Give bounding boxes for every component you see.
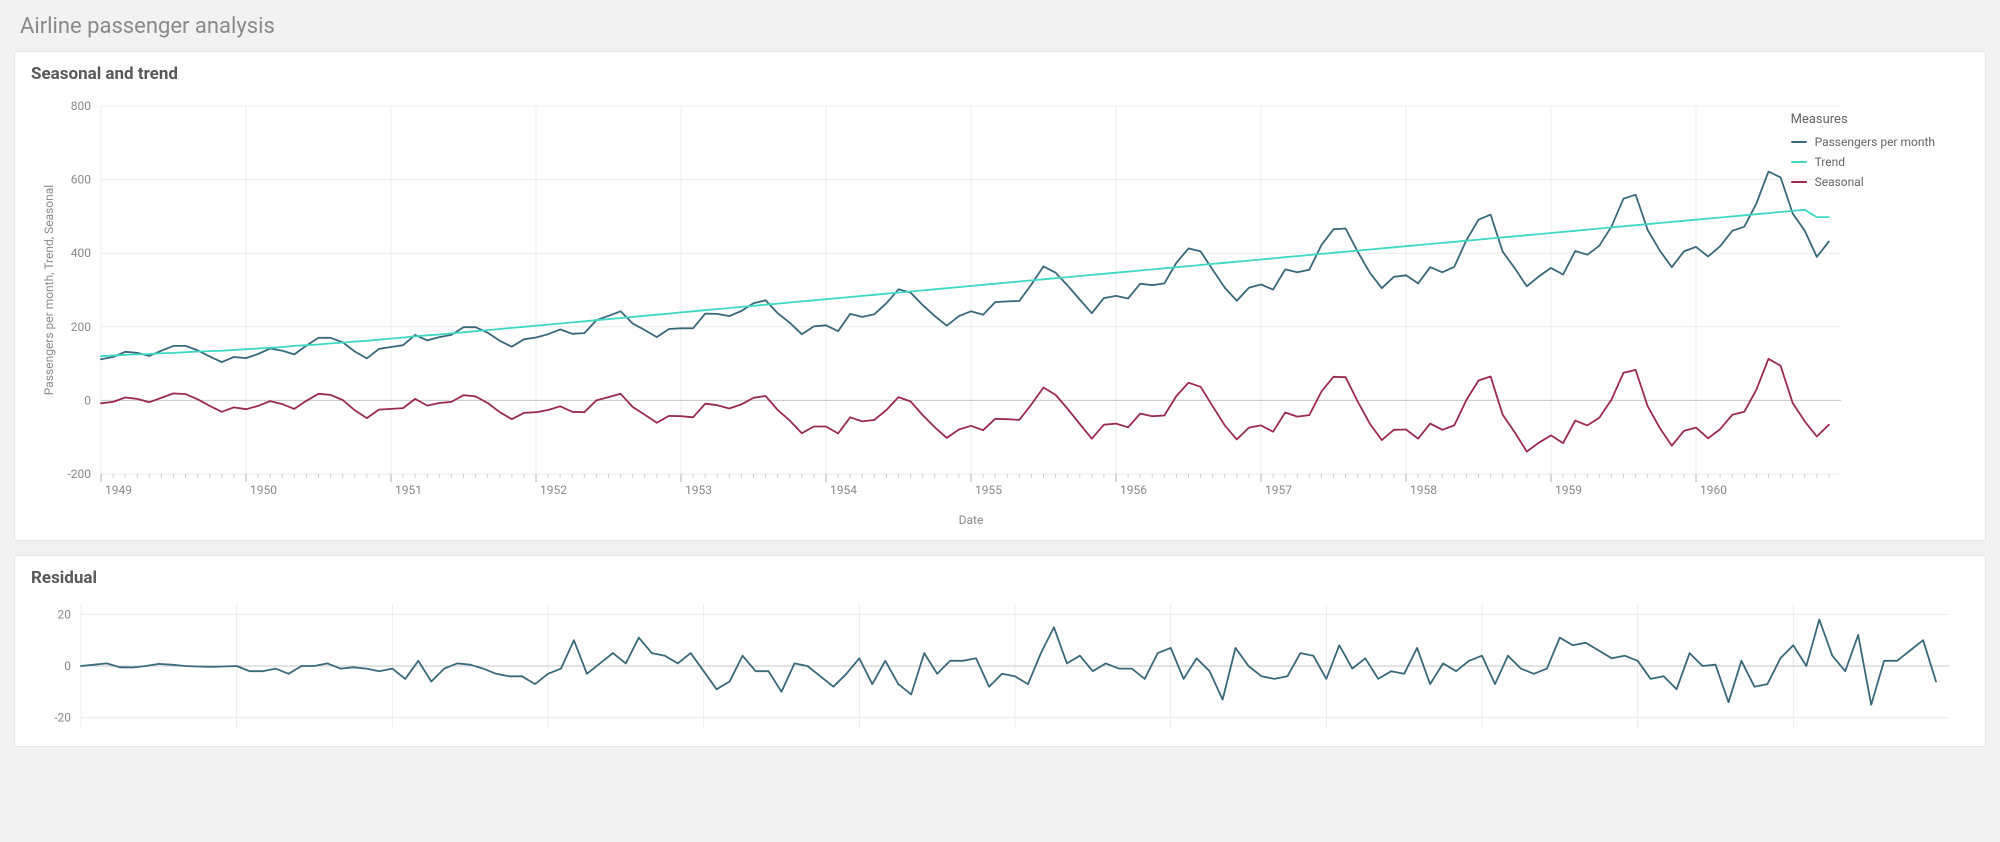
svg-text:600: 600 (71, 173, 91, 187)
legend-swatch-seasonal (1791, 181, 1807, 183)
svg-text:-200: -200 (67, 467, 91, 481)
chart1-svg: -200 0 200 400 600 800 Passengers per month, T… (31, 92, 1971, 530)
svg-text:1959: 1959 (1555, 483, 1582, 497)
chart2-svg: -20 0 20 (31, 596, 1971, 736)
svg-text:1953: 1953 (685, 483, 712, 497)
legend-swatch-trend (1791, 161, 1807, 163)
svg-text:1951: 1951 (395, 483, 422, 497)
svg-text:Date: Date (959, 513, 984, 527)
svg-text:1952: 1952 (540, 483, 567, 497)
dashboard: Airline passenger analysis Seasonal and … (0, 0, 2000, 775)
svg-text:0: 0 (64, 659, 71, 673)
svg-text:200: 200 (71, 320, 91, 334)
dashboard-title: Airline passenger analysis (14, 0, 1986, 51)
svg-text:1956: 1956 (1120, 483, 1147, 497)
svg-text:Passengers per month, Trend, S: Passengers per month, Trend, Seasonal (42, 185, 56, 395)
svg-text:1955: 1955 (975, 483, 1002, 497)
legend-item-seasonal[interactable]: Seasonal (1791, 175, 1935, 189)
panel-seasonal-trend: Seasonal and trend -200 0 200 400 600 800 Pass… (14, 51, 1986, 541)
chart1-legend: Measures Passengers per month Trend Seas… (1791, 112, 1935, 195)
legend-swatch-passengers (1791, 141, 1807, 143)
svg-text:1954: 1954 (830, 483, 857, 497)
svg-text:1950: 1950 (250, 483, 277, 497)
legend-label-passengers: Passengers per month (1815, 135, 1935, 149)
legend-item-passengers[interactable]: Passengers per month (1791, 135, 1935, 149)
chart1-title: Seasonal and trend (31, 64, 1969, 84)
svg-text:1958: 1958 (1410, 483, 1437, 497)
chart2-title: Residual (31, 568, 1969, 588)
svg-text:400: 400 (71, 246, 91, 260)
svg-text:1960: 1960 (1700, 483, 1727, 497)
svg-text:1949: 1949 (105, 483, 132, 497)
svg-text:20: 20 (58, 607, 72, 621)
svg-text:0: 0 (84, 393, 91, 407)
chart1-area: -200 0 200 400 600 800 Passengers per month, T… (31, 92, 1969, 530)
svg-text:800: 800 (71, 99, 91, 113)
panel-residual: Residual -20 0 20 (14, 555, 1986, 747)
legend-label-trend: Trend (1815, 155, 1845, 169)
legend-title: Measures (1791, 112, 1935, 127)
svg-text:1957: 1957 (1265, 483, 1292, 497)
svg-text:-20: -20 (54, 711, 71, 725)
legend-label-seasonal: Seasonal (1815, 175, 1864, 189)
legend-item-trend[interactable]: Trend (1791, 155, 1935, 169)
chart2-area: -20 0 20 (31, 596, 1969, 736)
